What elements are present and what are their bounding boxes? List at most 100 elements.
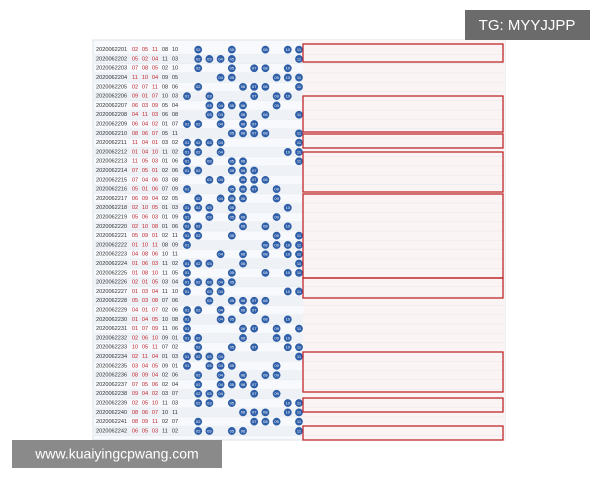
ball bbox=[283, 268, 292, 277]
ball bbox=[239, 185, 247, 194]
ball-number: 10 bbox=[286, 252, 291, 257]
ball bbox=[205, 259, 214, 268]
ball-number: 06 bbox=[241, 177, 246, 182]
box bbox=[302, 43, 504, 63]
number: 05 bbox=[132, 298, 138, 304]
ball-number: 08 bbox=[263, 177, 268, 182]
ball-number: 11 bbox=[297, 149, 302, 154]
ball-number: 02 bbox=[196, 233, 201, 238]
ball bbox=[194, 417, 203, 426]
ball-number: 03 bbox=[207, 363, 212, 368]
ball bbox=[227, 213, 236, 221]
ball-number: 04 bbox=[218, 121, 223, 126]
number: 06 bbox=[152, 177, 158, 183]
ball-number: 10 bbox=[286, 66, 291, 71]
number: 05 bbox=[172, 75, 178, 81]
number: 09 bbox=[172, 215, 178, 221]
period: 2020062240 bbox=[96, 410, 127, 416]
row-stripe bbox=[93, 91, 303, 101]
number: 07 bbox=[172, 391, 178, 397]
number: 08 bbox=[132, 131, 138, 137]
ball bbox=[216, 250, 225, 259]
ball bbox=[239, 324, 247, 333]
number: 05 bbox=[142, 168, 148, 174]
ball-number: 02 bbox=[196, 140, 201, 145]
number: 01 bbox=[152, 168, 158, 174]
ball bbox=[183, 166, 191, 175]
ball bbox=[283, 92, 292, 101]
ball-number: 02 bbox=[196, 121, 201, 126]
ball-number: 03 bbox=[207, 261, 212, 266]
ball-number: 10 bbox=[286, 242, 291, 247]
ball-number: 06 bbox=[241, 261, 246, 266]
box bbox=[302, 133, 504, 149]
number: 10 bbox=[172, 66, 178, 72]
period: 2020062212 bbox=[96, 149, 127, 155]
number: 08 bbox=[132, 419, 138, 425]
number: 02 bbox=[162, 233, 168, 239]
ball bbox=[205, 352, 214, 361]
period: 2020062219 bbox=[96, 215, 127, 221]
period: 2020062213 bbox=[96, 159, 127, 165]
ball bbox=[250, 324, 259, 333]
ball-number: 06 bbox=[241, 131, 246, 136]
ball-number: 11 bbox=[297, 47, 302, 52]
number: 01 bbox=[142, 187, 148, 193]
ball bbox=[283, 222, 292, 231]
ball bbox=[272, 361, 281, 370]
number: 06 bbox=[132, 122, 138, 128]
number: 07 bbox=[162, 345, 168, 351]
number: 01 bbox=[142, 280, 148, 286]
ball-number: 02 bbox=[196, 205, 201, 210]
number: 07 bbox=[132, 382, 138, 388]
ball bbox=[295, 259, 303, 268]
ball bbox=[227, 361, 236, 370]
ball-number: 04 bbox=[218, 56, 223, 61]
ball bbox=[239, 427, 247, 435]
period: 2020062225 bbox=[96, 270, 127, 276]
ball-number: 10 bbox=[286, 400, 291, 405]
ball-number: 06 bbox=[241, 428, 246, 433]
ball bbox=[272, 389, 281, 398]
ball bbox=[183, 92, 191, 101]
ball-number: 11 bbox=[297, 233, 302, 238]
number: 10 bbox=[152, 335, 158, 341]
ball bbox=[295, 324, 303, 333]
number: 10 bbox=[142, 242, 148, 248]
ball-number: 01 bbox=[185, 363, 190, 368]
number: 10 bbox=[132, 345, 138, 351]
ball-number: 06 bbox=[241, 214, 246, 219]
ball bbox=[283, 287, 292, 296]
ball-number: 03 bbox=[207, 112, 212, 117]
ball-number: 11 bbox=[297, 159, 302, 164]
ball bbox=[227, 427, 236, 435]
period: 2020062233 bbox=[96, 345, 127, 351]
ball-number: 03 bbox=[207, 140, 212, 145]
ball-number: 11 bbox=[297, 252, 302, 257]
ball-number: 05 bbox=[230, 187, 235, 192]
number: 11 bbox=[172, 410, 178, 416]
ball-number: 04 bbox=[218, 307, 223, 312]
number: 05 bbox=[152, 363, 158, 369]
period: 2020062211 bbox=[96, 140, 127, 146]
ball bbox=[250, 64, 259, 73]
ball-number: 04 bbox=[218, 252, 223, 257]
number: 07 bbox=[172, 122, 178, 128]
ball-number: 11 bbox=[297, 326, 302, 331]
number: 09 bbox=[152, 103, 158, 109]
number: 04 bbox=[152, 354, 158, 360]
ball-number: 08 bbox=[263, 66, 268, 71]
ball-number: 05 bbox=[230, 159, 235, 164]
period: 2020062242 bbox=[96, 428, 127, 434]
ball-number: 02 bbox=[196, 382, 201, 387]
ball-number: 01 bbox=[185, 159, 190, 164]
ball-number: 09 bbox=[274, 103, 279, 108]
number: 05 bbox=[142, 401, 148, 407]
ball-number: 11 bbox=[297, 428, 302, 433]
ball bbox=[239, 157, 247, 166]
ball bbox=[194, 343, 203, 352]
ball-number: 02 bbox=[196, 428, 201, 433]
ball bbox=[194, 371, 203, 380]
number: 09 bbox=[142, 419, 148, 425]
ball-number: 03 bbox=[207, 400, 212, 405]
